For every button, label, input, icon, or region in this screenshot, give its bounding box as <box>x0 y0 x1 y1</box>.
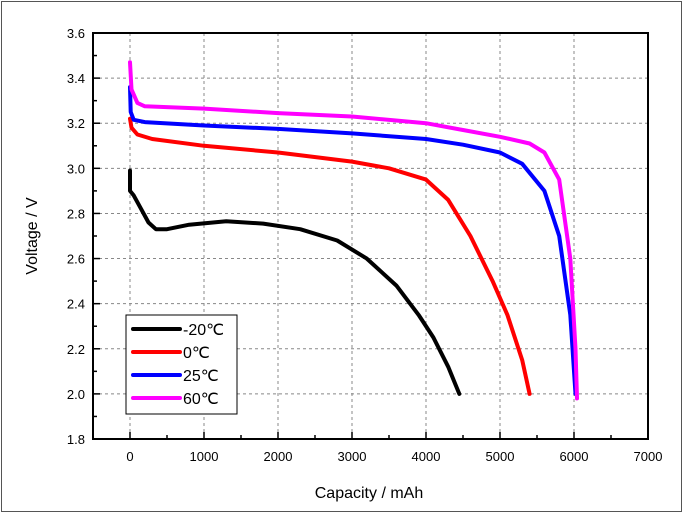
legend: -20℃ 0℃ 25℃ 60℃ <box>125 314 238 415</box>
x-axis-label: Capacity / mAh <box>315 485 423 502</box>
series-line <box>128 85 578 396</box>
y-tick-label: 2.2 <box>67 342 85 357</box>
x-tick-label: 3000 <box>338 449 367 464</box>
x-tick-label: 6000 <box>560 449 589 464</box>
series-line <box>128 168 462 396</box>
legend-label: 25℃ <box>183 368 219 385</box>
legend-label: 0℃ <box>183 345 210 362</box>
x-tick-label: 1000 <box>190 449 219 464</box>
x-tick-label: 5000 <box>486 449 515 464</box>
series-lines <box>128 60 579 401</box>
y-tick-label: 3.4 <box>67 71 85 86</box>
y-tick-label: 3.6 <box>67 26 85 41</box>
y-tick-label: 2.0 <box>67 387 85 402</box>
legend-label: 60℃ <box>183 391 219 408</box>
y-tick-label: 2.4 <box>67 297 85 312</box>
y-tick-label: 3.2 <box>67 116 85 131</box>
y-tick-label: 1.8 <box>67 432 85 447</box>
series-line <box>128 116 532 396</box>
y-axis-label: Voltage / V <box>24 197 41 275</box>
axis-ticks: 0 1000 2000 3000 4000 5000 6000 7000 1.8 2.0 2.2 2.… <box>67 26 663 464</box>
grid <box>93 33 648 439</box>
x-tick-label: 4000 <box>412 449 441 464</box>
y-tick-label: 2.8 <box>67 206 85 221</box>
x-tick-label: 7000 <box>634 449 663 464</box>
legend-label: -20℃ <box>183 322 224 339</box>
x-tick-label: 2000 <box>264 449 293 464</box>
series-line <box>128 60 579 401</box>
y-tick-label: 2.6 <box>67 252 85 267</box>
x-tick-label: 0 <box>126 449 133 464</box>
y-tick-label: 3.0 <box>67 161 85 176</box>
